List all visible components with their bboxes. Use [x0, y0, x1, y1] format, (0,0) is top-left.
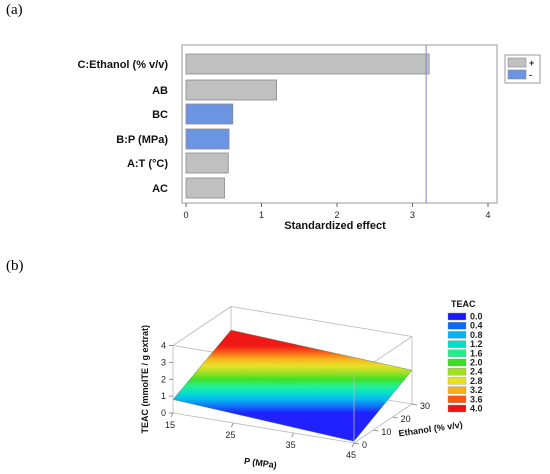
x-tick-label: 0	[183, 210, 188, 220]
colorbar-label: 2.4	[470, 367, 483, 377]
legend-swatch	[507, 69, 527, 80]
colorbar-swatch	[447, 395, 467, 403]
y-tick-label: 10	[381, 427, 391, 437]
box-edge	[172, 306, 232, 346]
colorbar-label: 0.8	[470, 330, 483, 340]
z-tick-label: 3	[161, 357, 166, 367]
colorbar-label: 1.2	[470, 339, 483, 349]
z-tick-label: 1	[161, 391, 166, 401]
response-surface	[172, 329, 413, 442]
bar-6	[185, 177, 225, 199]
colorbar-swatch	[447, 340, 467, 348]
x-tick-label: 3	[410, 210, 415, 220]
bar-5	[185, 152, 229, 174]
box-edge	[230, 306, 413, 337]
x-tick-mark	[170, 412, 174, 418]
category-label: BC	[152, 109, 168, 121]
pareto-chart: C:Ethanol (% v/v) AB BC B:P (MPa) A:T (°C) AC…	[78, 44, 541, 232]
colorbar-swatch	[447, 368, 467, 376]
panel-label-b: (b)	[6, 258, 24, 274]
z-tick-label: 2	[161, 374, 166, 384]
x-tick-label: 1	[259, 210, 264, 220]
y-tick-mark	[373, 429, 379, 432]
x-axis-title: P (MPa)	[243, 456, 277, 470]
category-label: B:P (MPa)	[116, 134, 168, 146]
y-tick-label: 20	[401, 414, 411, 424]
colorbar-swatch	[447, 358, 467, 367]
y-tick-label: 0	[362, 440, 367, 450]
category-label: AC	[152, 183, 168, 195]
x-tick-label: 25	[225, 430, 235, 440]
legend-label: -	[529, 70, 532, 80]
x-tick-label: 2	[334, 210, 339, 220]
legend-label: +	[529, 58, 534, 68]
box-edge	[172, 412, 355, 444]
colorbar-swatch	[447, 312, 467, 321]
colorbar-label: 0.0	[470, 312, 483, 322]
category-label: A:T (°C)	[127, 158, 168, 170]
bar-1	[185, 53, 430, 75]
colorbar-label: 2.0	[470, 358, 483, 368]
colorbar-label: 1.6	[470, 348, 483, 358]
x-tick-mark	[291, 432, 295, 438]
bar-2	[185, 79, 277, 101]
x-tick-mark	[351, 442, 355, 448]
box-edge	[353, 403, 413, 444]
y-tick-mark	[353, 442, 360, 445]
legend-swatch	[507, 57, 527, 68]
colorbar-label: 3.6	[470, 394, 483, 404]
x-tick-label: 15	[165, 420, 175, 430]
z-tick-label: 0	[161, 408, 166, 418]
category-label: AB	[152, 85, 168, 97]
colorbar-label: 4.0	[470, 404, 483, 414]
y-tick-mark	[411, 403, 418, 406]
colorbar-swatch	[447, 322, 467, 330]
colorbar-label: 2.8	[470, 376, 483, 386]
colorbar-swatch	[447, 404, 467, 413]
x-tick-label: 35	[286, 440, 296, 450]
x-tick-mark	[230, 422, 234, 428]
z-tick-label: 4	[161, 341, 166, 351]
z-axis-title: TEAC (mmolTE / g extrat)	[140, 325, 150, 434]
y-tick-label: 30	[420, 401, 430, 411]
colorbar-title: TEAC	[451, 299, 476, 309]
colorbar-label: 3.2	[470, 385, 483, 395]
colorbar-label: 0.4	[470, 321, 483, 331]
panel-label-a: (a)	[6, 2, 23, 18]
x-tick-label: 45	[346, 450, 356, 460]
category-label: C:Ethanol (% v/v)	[78, 59, 169, 71]
bar-3	[185, 103, 234, 125]
y-tick-mark	[392, 416, 398, 419]
bar-4	[185, 128, 230, 150]
x-tick-label: 4	[485, 210, 490, 220]
colorbar-swatch	[447, 331, 467, 339]
colorbar-swatch	[447, 386, 467, 394]
colorbar-swatch	[447, 349, 467, 357]
x-axis-title: Standardized effect	[284, 220, 386, 232]
colorbar-swatch	[447, 377, 467, 385]
